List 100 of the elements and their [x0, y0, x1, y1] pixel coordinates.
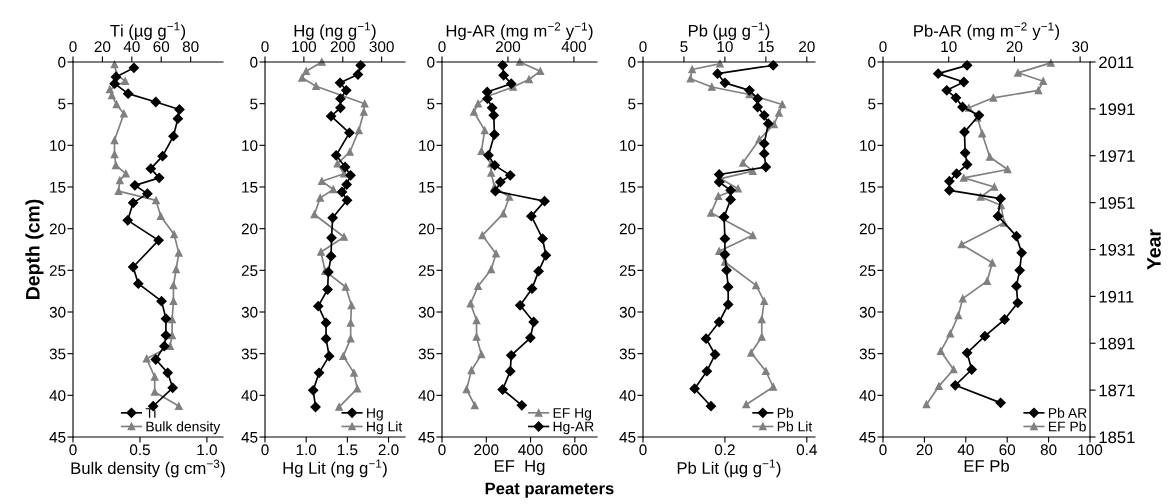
- x-axis-title: Pb Lit (µg g$^{−1}$): [677, 459, 781, 478]
- x-tick-label: 0.5: [129, 444, 150, 456]
- x-tick-label: 0: [261, 444, 269, 456]
- y-tick-label: 15: [419, 182, 435, 193]
- legend-label: EF Hg: [553, 408, 592, 421]
- y-tick-label: 20: [859, 223, 876, 235]
- y-tick-label: 30: [619, 306, 636, 318]
- y-tick-label: 45: [619, 432, 636, 443]
- y-tick-label: 35: [859, 348, 876, 360]
- x2-tick-label: 80: [182, 41, 199, 53]
- y2-tick-label: 1911: [1099, 290, 1134, 303]
- y-tick-label: 30: [859, 306, 876, 318]
- y-tick-label: 20: [418, 223, 435, 235]
- x2-tick-label: 100: [292, 41, 317, 53]
- y-tick-label: 30: [49, 306, 66, 318]
- y-tick-label: 30: [241, 306, 258, 318]
- y-tick-label: 10: [419, 140, 435, 152]
- y-tick-label: 15: [860, 182, 876, 193]
- x2-tick-label: 40: [123, 41, 140, 53]
- y-tick-label: 20: [619, 223, 636, 235]
- x2-tick-label: 30: [1072, 41, 1089, 53]
- x-tick-label: 0.4: [796, 444, 817, 456]
- x-tick-label: 0: [879, 444, 887, 456]
- y-tick-label: 40: [49, 390, 66, 402]
- y-tick-label: 0: [628, 56, 636, 68]
- x-tick-label: 2.0: [378, 444, 399, 456]
- x2-tick-label: 15: [758, 41, 774, 53]
- y-tick-label: 0: [58, 56, 66, 68]
- y2-tick-label: 1931: [1099, 243, 1135, 256]
- x-tick-label: 200: [474, 444, 499, 456]
- x2-axis-title: Pb (µg g$^{−1}$): [688, 22, 770, 40]
- x2-axis-title: Hg-AR (mg m$^{−2}$ y$^{−1}$): [446, 22, 593, 41]
- y-tick-label: 45: [418, 432, 435, 443]
- y-tick-label: 5: [427, 98, 435, 110]
- x-tick-label: 1.5: [337, 444, 358, 456]
- y-tick-label: 45: [859, 432, 876, 443]
- y2-tick-label: 1951: [1099, 197, 1135, 209]
- y-tick-label: 35: [49, 348, 66, 360]
- y-tick-label: 10: [860, 140, 876, 152]
- legend-label: Pb Lit: [777, 421, 813, 432]
- y-tick-label: 20: [241, 223, 258, 235]
- y-tick-label: 25: [619, 265, 636, 277]
- legend-label: Pb AR: [1048, 407, 1087, 418]
- legend-label: Hg Lit: [367, 421, 403, 435]
- y-tick-label: 10: [50, 140, 66, 152]
- x2-tick-label: 300: [369, 41, 394, 53]
- y-tick-label: 0: [427, 56, 435, 68]
- y-tick-label: 25: [241, 265, 258, 277]
- x-axis-title: Hg Lit (ng g$^{−1}$): [283, 459, 387, 478]
- y-tick-label: 20: [49, 223, 66, 235]
- x2-tick-label: 20: [799, 41, 815, 53]
- x2-axis-title: Pb-AR (mg m$^{−2}$ y$^{−1}$): [914, 22, 1060, 41]
- x-tick-label: 1.0: [296, 444, 317, 456]
- y-tick-label: 5: [628, 98, 636, 110]
- y2-tick-label: 1851: [1099, 431, 1135, 444]
- x-tick-label: 20: [916, 444, 933, 456]
- x-tick-label: 0: [69, 444, 77, 456]
- y2-tick-label: 1871: [1099, 384, 1135, 397]
- x2-axis-title: Ti (µg g$^{−1}$): [110, 22, 186, 40]
- x2-tick-label: 0: [69, 41, 77, 53]
- y-tick-label: 0: [250, 56, 258, 68]
- x2-tick-label: 0: [261, 41, 269, 53]
- x-axis-title: EF Pb: [964, 459, 1009, 472]
- y-tick-label: 45: [49, 432, 66, 443]
- y-tick-label: 5: [868, 98, 876, 110]
- y-tick-label: 40: [241, 390, 258, 402]
- x-tick-label: 60: [999, 444, 1016, 456]
- x2-tick-label: 10: [717, 41, 733, 53]
- legend-label: Bulk density: [146, 421, 221, 435]
- x-tick-label: 0: [438, 444, 446, 456]
- x2-tick-label: 0: [639, 41, 647, 53]
- legend-label: Pb: [777, 407, 794, 418]
- x2-tick-label: 5: [680, 41, 688, 53]
- x2-tick-label: 0: [879, 41, 887, 53]
- x2-tick-label: 20: [94, 41, 111, 53]
- y-tick-label: 30: [418, 306, 435, 318]
- x-axis-title: EF Hg: [494, 460, 545, 476]
- y-tick-label: 35: [418, 348, 435, 360]
- x2-tick-label: 200: [495, 41, 521, 53]
- x2-tick-label: 60: [153, 41, 170, 53]
- x-tick-label: 0: [639, 444, 647, 456]
- y-tick-label: 15: [50, 182, 66, 193]
- y2-tick-label: 1991: [1099, 103, 1135, 116]
- y-tick-label: 40: [619, 390, 636, 402]
- x-tick-label: 80: [1040, 444, 1057, 456]
- y-tick-label: 40: [418, 390, 435, 402]
- y-tick-label: 35: [241, 348, 258, 360]
- x2-axis-title: Hg (ng g$^{−1}$): [294, 22, 376, 40]
- x-tick-label: 0.2: [714, 444, 735, 456]
- y-tick-label: 0: [868, 56, 876, 68]
- x2-tick-label: 20: [1006, 41, 1023, 53]
- x2-tick-label: 10: [941, 41, 957, 53]
- legend-label: Hg: [367, 408, 383, 421]
- y-tick-label: 10: [620, 140, 636, 152]
- y-tick-label: 15: [242, 182, 258, 193]
- legend-label: Hg-AR: [553, 421, 594, 435]
- y-tick-label: 10: [242, 140, 258, 152]
- y-tick-label: 5: [58, 98, 66, 110]
- y-tick-label: 15: [620, 182, 636, 193]
- y-tick-label: 25: [49, 265, 66, 277]
